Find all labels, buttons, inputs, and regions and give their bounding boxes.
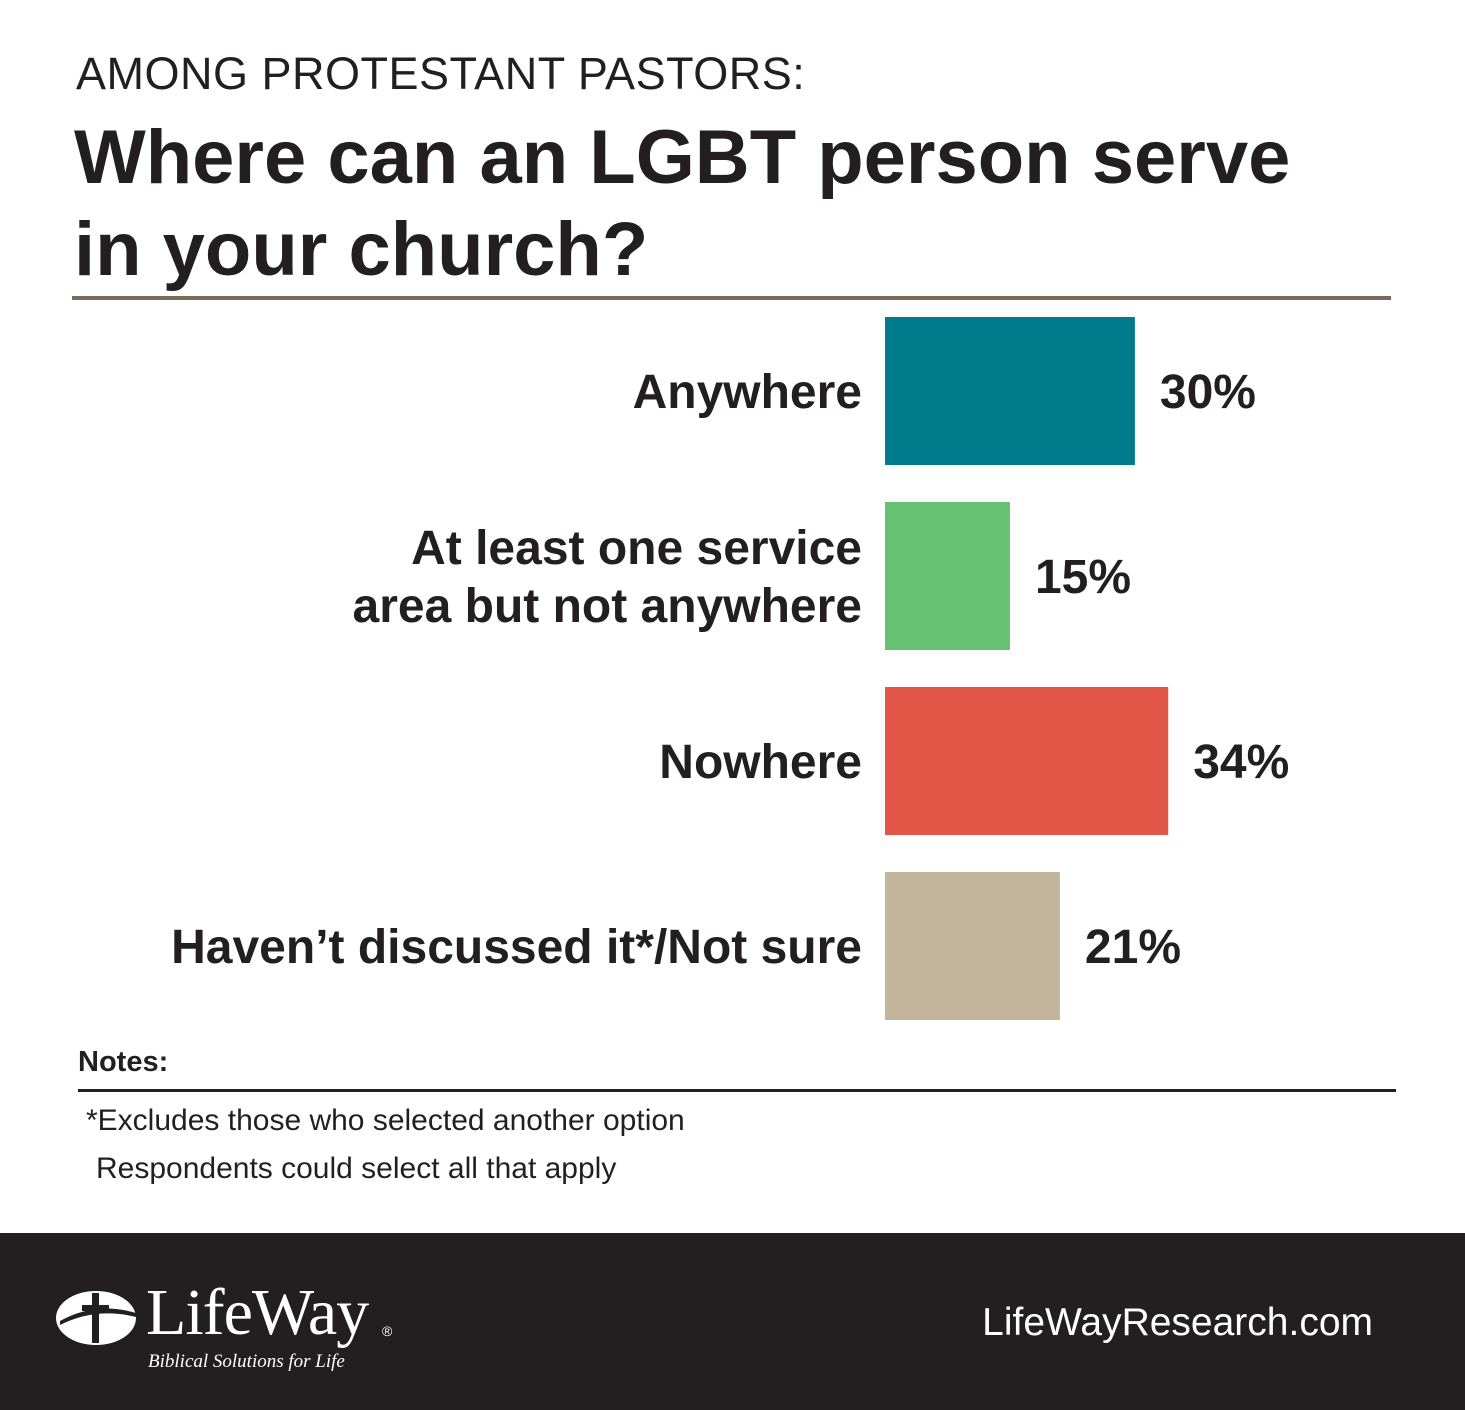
- bar-2: [885, 687, 1169, 835]
- notes-divider: [78, 1089, 1396, 1092]
- value-label-0: 30%: [1160, 366, 1256, 419]
- website-link[interactable]: LifeWayResearch.com: [982, 1301, 1373, 1344]
- brand-logo: LifeWay ® Biblical Solutions for Life: [52, 1273, 412, 1383]
- category-label-1-line-0: At least one service: [411, 522, 862, 575]
- category-label-1-line-1: area but not anywhere: [353, 580, 862, 633]
- bar-chart: 30% Anywhere 15% At least one service area b…: [171, 317, 1289, 1020]
- category-label-2: Nowhere: [659, 736, 862, 789]
- category-label-1: At least one service area but not anywher…: [353, 522, 862, 633]
- brand-tagline: Biblical Solutions for Life: [148, 1351, 345, 1372]
- bar-1: [885, 502, 1010, 650]
- notes-label: Notes:: [78, 1046, 169, 1078]
- brand-name: LifeWay: [146, 1276, 369, 1349]
- category-label-0-line-0: Anywhere: [633, 366, 862, 419]
- category-label-3: Haven’t discussed it*/Not sure: [171, 921, 862, 974]
- value-label-1: 15%: [1035, 551, 1131, 604]
- value-label-3: 21%: [1085, 921, 1181, 974]
- note-line-1: *Excludes those who selected another opt…: [86, 1104, 685, 1137]
- title-divider: [72, 296, 1391, 300]
- footer: LifeWay ® Biblical Solutions for Life Li…: [0, 1233, 1465, 1410]
- chart-title: Where can an LGBT person serve in your c…: [74, 115, 1291, 292]
- cross-circle-icon: [56, 1291, 136, 1345]
- kicker: AMONG PROTESTANT PASTORS:: [76, 48, 806, 99]
- category-label-0: Anywhere: [633, 366, 862, 419]
- registered-mark: ®: [382, 1323, 393, 1339]
- note-line-2: Respondents could select all that apply: [96, 1152, 617, 1185]
- bar-3: [885, 872, 1060, 1020]
- category-label-2-line-0: Nowhere: [659, 736, 862, 789]
- category-label-3-line-0: Haven’t discussed it*/Not sure: [171, 921, 862, 974]
- value-label-2: 34%: [1193, 736, 1289, 789]
- bar-0: [885, 317, 1135, 465]
